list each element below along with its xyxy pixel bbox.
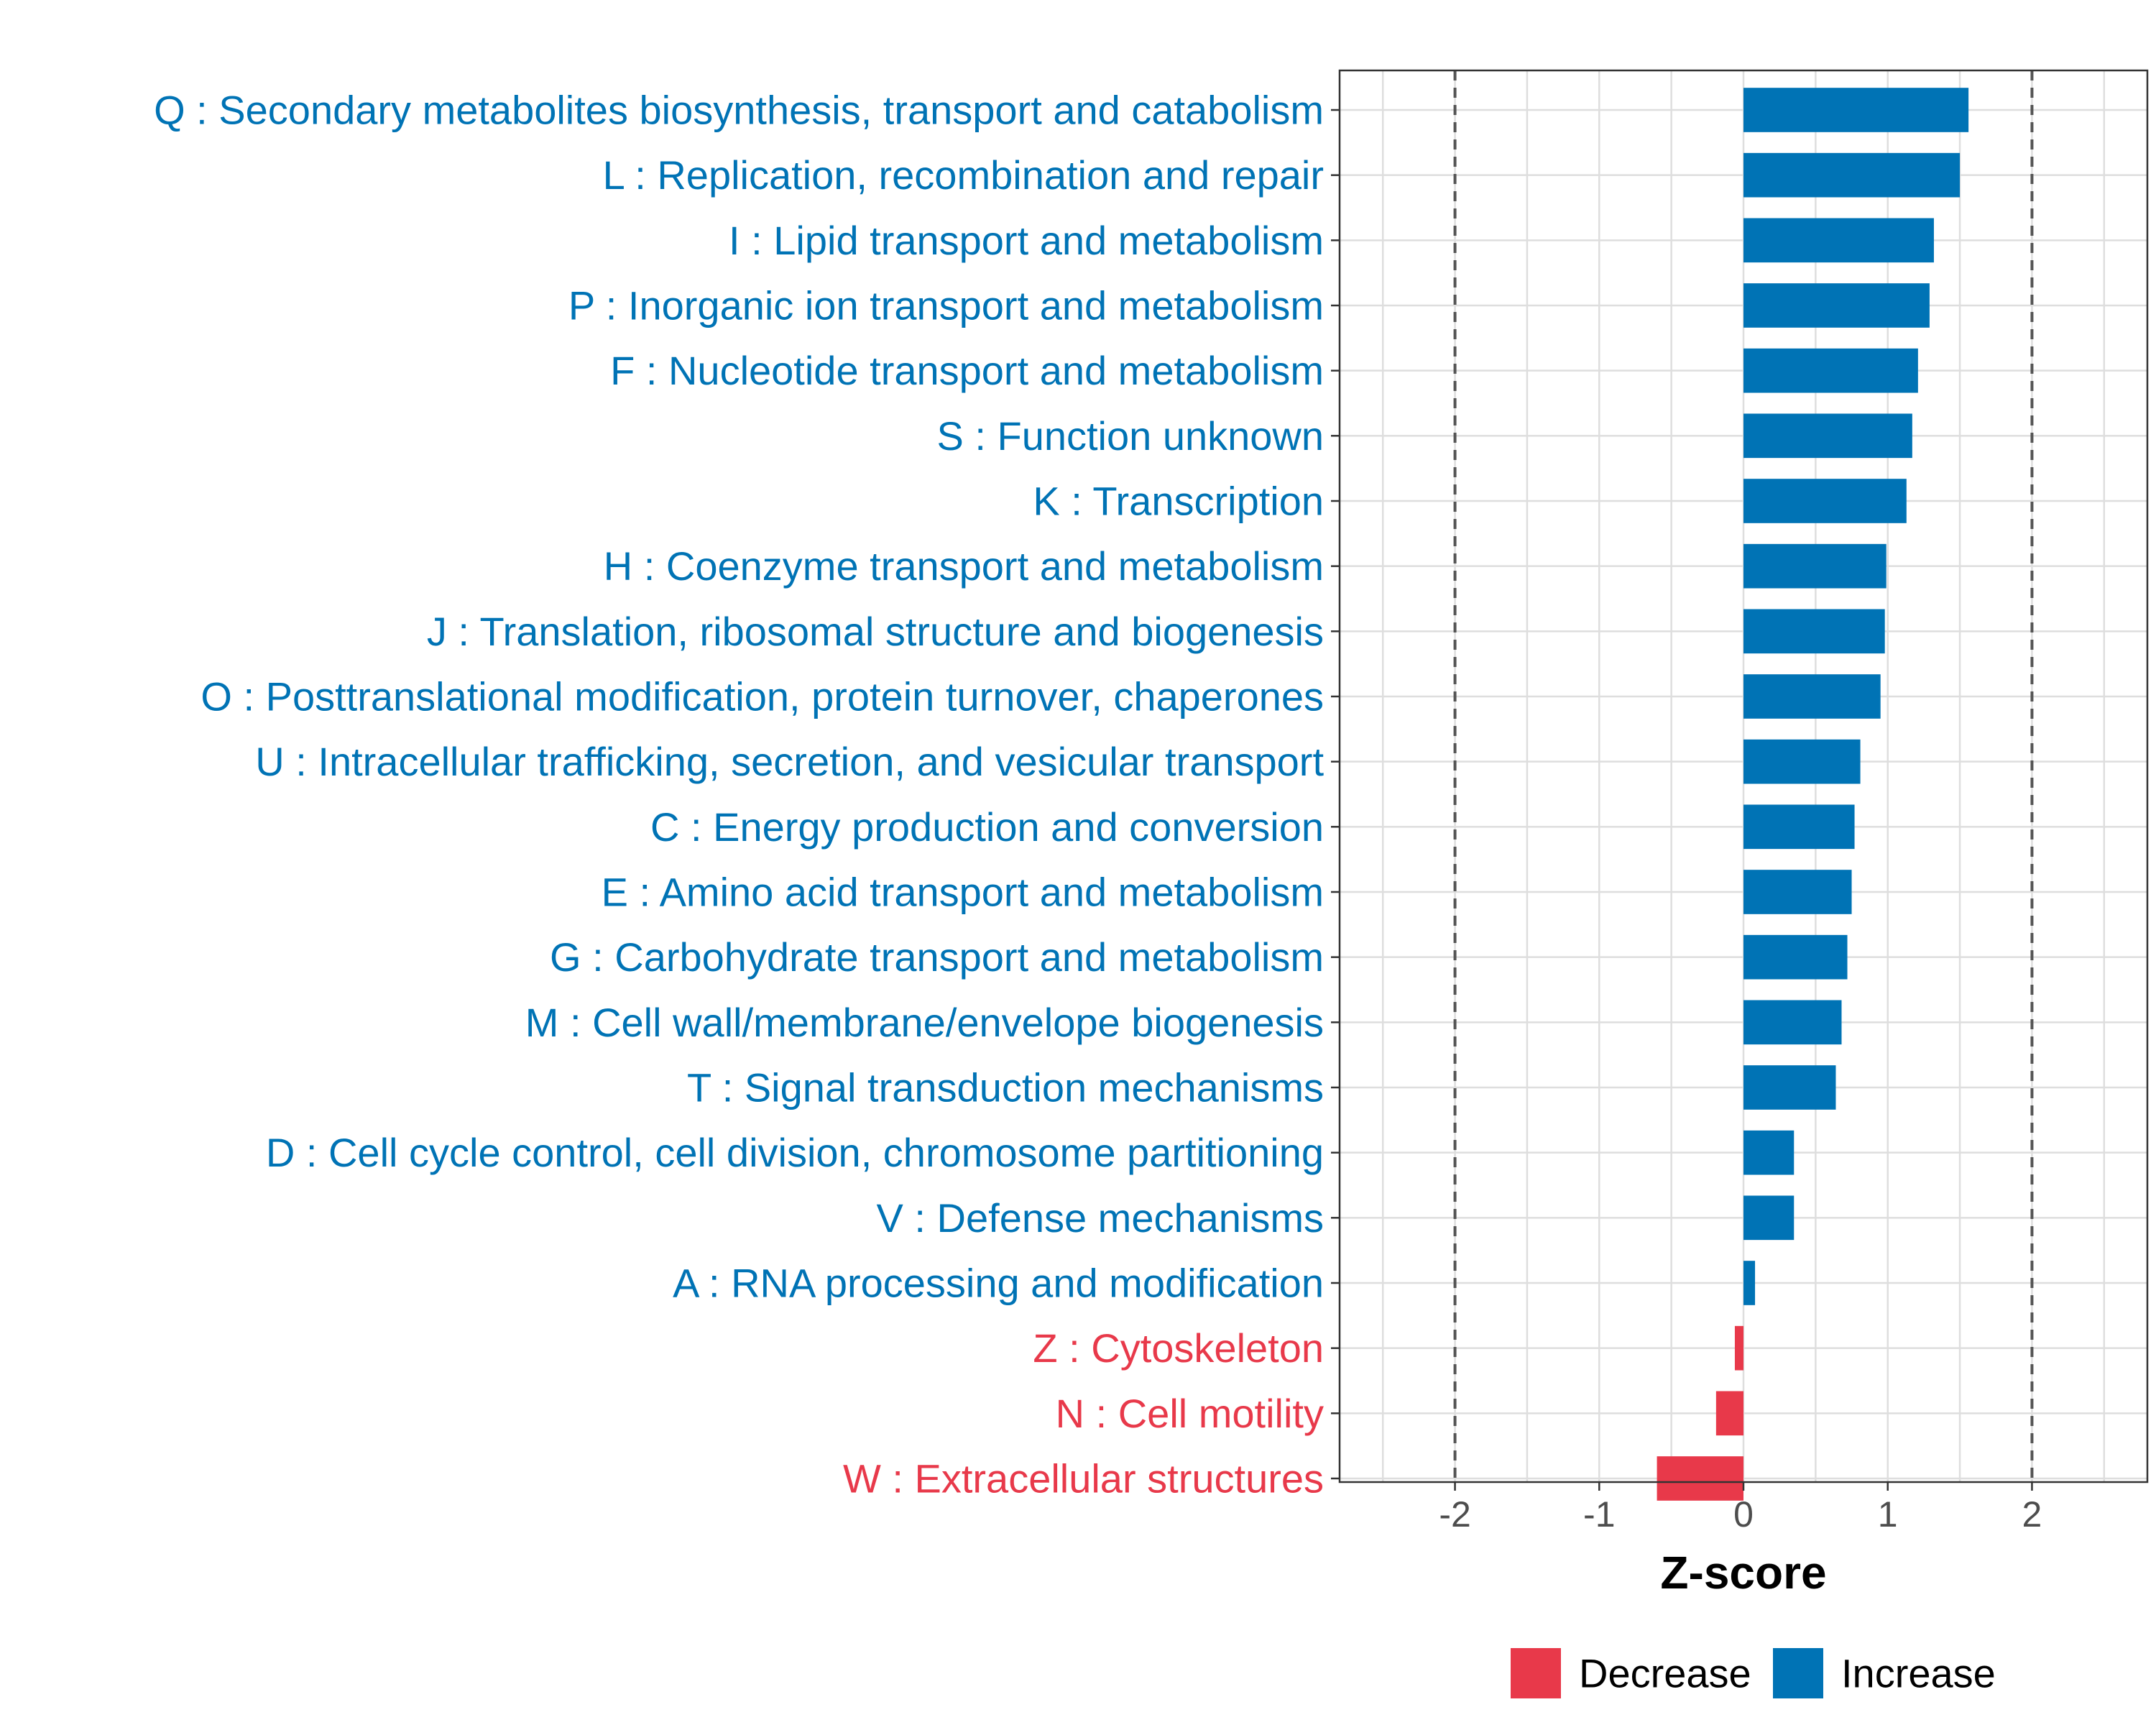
- category-label: N : Cell motility: [1056, 1391, 1324, 1436]
- category-label: C : Energy production and conversion: [650, 804, 1324, 850]
- bar: [1743, 1065, 1836, 1110]
- category-label: I : Lipid transport and metabolism: [729, 218, 1324, 263]
- category-label: Z : Cytoskeleton: [1033, 1325, 1324, 1371]
- threshold-lines: [1453, 70, 2034, 1482]
- bar: [1743, 218, 1934, 263]
- bar: [1743, 543, 1886, 589]
- category-label: F : Nucleotide transport and metabolism: [610, 348, 1324, 393]
- bar: [1743, 934, 1848, 980]
- x-axis-ticks: -2 -1 0 1 2: [1439, 1482, 2042, 1535]
- bar: [1743, 348, 1918, 393]
- category-label: D : Cell cycle control, cell division, c…: [266, 1130, 1324, 1175]
- category-label: S : Function unknown: [936, 413, 1324, 459]
- bar: [1743, 1130, 1795, 1175]
- bar: [1743, 674, 1881, 719]
- x-tick-label: 0: [1733, 1494, 1754, 1535]
- x-tick-label: -1: [1583, 1494, 1615, 1535]
- y-axis-category-labels: Q : Secondary metabolites biosynthesis, …: [154, 88, 1324, 1501]
- category-label: Q : Secondary metabolites biosynthesis, …: [154, 88, 1324, 133]
- category-label: W : Extracellular structures: [843, 1456, 1324, 1501]
- category-label: M : Cell wall/membrane/envelope biogenes…: [525, 1000, 1324, 1045]
- x-tick-label: -2: [1439, 1494, 1470, 1535]
- category-label: L : Replication, recombination and repai…: [603, 152, 1324, 198]
- category-label: O : Posttranslational modification, prot…: [201, 674, 1324, 719]
- legend-label-decrease: Decrease: [1579, 1651, 1751, 1696]
- bar: [1657, 1456, 1743, 1501]
- bar: [1743, 283, 1930, 328]
- bar: [1743, 609, 1885, 654]
- y-axis-ticks: [1331, 109, 1340, 1480]
- bar: [1743, 739, 1861, 784]
- bar: [1743, 870, 1852, 914]
- bar: [1743, 413, 1912, 459]
- legend-key-increase: [1773, 1648, 1823, 1698]
- bar: [1743, 1195, 1795, 1241]
- bar: [1743, 1261, 1756, 1305]
- bar: [1743, 88, 1969, 132]
- bars: [1657, 88, 1969, 1501]
- bar: [1715, 1391, 1743, 1436]
- x-tick-label: 1: [1878, 1494, 1898, 1535]
- category-label: G : Carbohydrate transport and metabolis…: [550, 934, 1324, 980]
- category-label: P : Inorganic ion transport and metaboli…: [568, 283, 1324, 328]
- x-tick-label: 2: [2022, 1494, 2042, 1535]
- legend-label-increase: Increase: [1841, 1651, 1996, 1696]
- bar: [1734, 1325, 1743, 1371]
- category-label: K : Transcription: [1033, 479, 1324, 524]
- category-label: J : Translation, ribosomal structure and…: [427, 609, 1324, 654]
- legend-key-decrease: [1511, 1648, 1561, 1698]
- x-axis-title: Z-score: [1660, 1547, 1826, 1598]
- category-label: H : Coenzyme transport and metabolism: [604, 543, 1324, 589]
- category-label: U : Intracellular trafficking, secretion…: [255, 739, 1324, 784]
- legend: Decrease Increase: [1511, 1648, 1996, 1698]
- bar: [1743, 804, 1855, 850]
- category-label: A : RNA processing and modification: [673, 1261, 1324, 1306]
- bar: [1743, 152, 1961, 198]
- category-label: T : Signal transduction mechanisms: [687, 1065, 1324, 1110]
- bar: [1743, 479, 1907, 523]
- category-label: V : Defense mechanisms: [877, 1195, 1324, 1241]
- bar: [1743, 1000, 1842, 1045]
- category-label: E : Amino acid transport and metabolism: [602, 870, 1324, 915]
